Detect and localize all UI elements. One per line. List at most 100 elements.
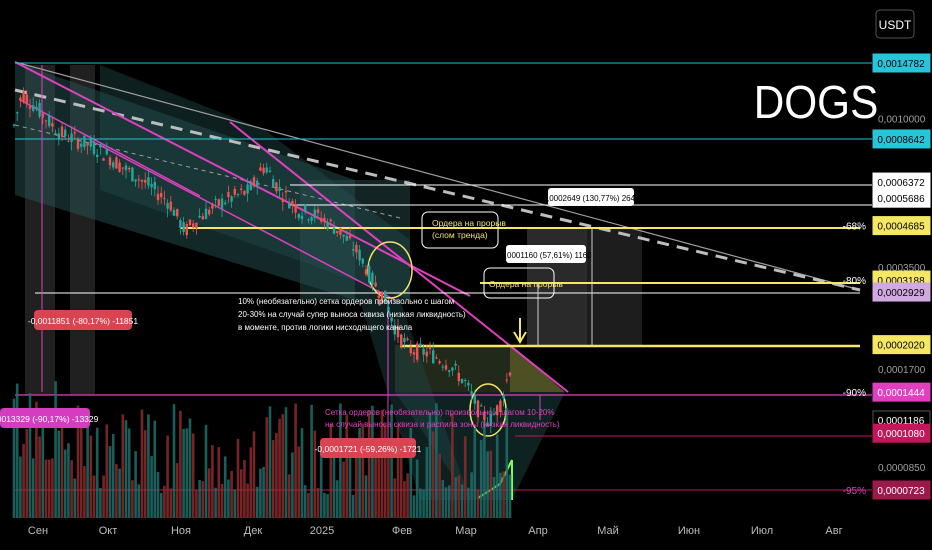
- volume-bar: [339, 403, 342, 518]
- volume-bar: [415, 459, 419, 518]
- candle: [96, 148, 99, 164]
- candle: [89, 134, 92, 151]
- volume-bar: [185, 428, 189, 518]
- volume-bar: [345, 414, 349, 518]
- candle: [492, 408, 496, 416]
- candle: [19, 95, 22, 108]
- volume-bar: [12, 398, 16, 518]
- candle: [147, 169, 150, 190]
- x-tick-label: Май: [597, 525, 619, 537]
- volume-bar: [111, 433, 115, 518]
- volume-bar: [505, 407, 509, 518]
- candle: [505, 373, 508, 384]
- candle: [102, 157, 105, 161]
- volume-bar: [470, 472, 473, 518]
- volume-bar: [460, 484, 464, 518]
- volume-bar: [265, 417, 269, 518]
- candle: [480, 403, 483, 407]
- candle: [470, 383, 473, 401]
- volume-bar: [307, 493, 310, 518]
- candle: [144, 172, 147, 189]
- volume-bar: [204, 424, 208, 518]
- candle: [300, 211, 304, 224]
- volume-bar: [300, 428, 304, 518]
- candle: [201, 212, 204, 220]
- volume-bar: [294, 403, 297, 518]
- price-levels: 0,00147820,00086420,00063720,00056860,00…: [843, 53, 931, 500]
- volume-bar: [463, 436, 467, 518]
- candle: [435, 354, 438, 360]
- annotation-breakout-1: Ордера на прорыв (слом тренда): [421, 211, 506, 249]
- candle: [182, 216, 185, 236]
- candle: [454, 360, 457, 370]
- candle: [121, 167, 124, 176]
- volume-bar: [467, 487, 470, 518]
- volume-bar: [291, 452, 294, 518]
- x-tick-label: Сен: [28, 525, 48, 537]
- candle: [336, 230, 339, 237]
- candle: [246, 178, 249, 202]
- volume-bar: [217, 447, 221, 518]
- x-tick-label: Авг: [825, 525, 842, 537]
- svg-text:0,0002649 (130,77%) 2649: 0,0002649 (130,77%) 2649: [543, 194, 641, 203]
- candle: [140, 178, 144, 190]
- volume-bar: [15, 383, 19, 518]
- candle: [227, 185, 230, 204]
- candle: [384, 290, 387, 303]
- volume-bar: [473, 427, 477, 518]
- svg-text:-0,0011851 (-80,17%) -11851: -0,0011851 (-80,17%) -11851: [28, 316, 139, 326]
- x-tick-label: Ноя: [171, 525, 191, 537]
- candle: [185, 221, 188, 239]
- volume-bar: [287, 474, 291, 518]
- candle: [496, 404, 499, 423]
- candle: [192, 220, 195, 232]
- candle: [128, 165, 131, 173]
- volume-bar: [140, 409, 144, 518]
- candle: [195, 222, 198, 235]
- volume-bar: [313, 430, 317, 518]
- volume-bar: [227, 479, 230, 518]
- candle: [361, 257, 364, 268]
- candle: [467, 379, 470, 392]
- candle: [406, 336, 409, 342]
- volume-bar: [131, 480, 134, 518]
- candle: [60, 122, 64, 142]
- volume-bar: [281, 414, 285, 518]
- candle: [230, 195, 233, 208]
- volume-bar: [268, 406, 272, 518]
- candle: [352, 241, 355, 257]
- candle: [291, 198, 294, 214]
- candle: [70, 126, 73, 151]
- candle: [489, 406, 492, 434]
- currency-button[interactable]: [875, 9, 915, 39]
- candle: [368, 260, 371, 285]
- volume-bar: [25, 429, 29, 518]
- candle: [380, 291, 384, 305]
- volume-bar: [444, 487, 448, 518]
- candle: [451, 366, 454, 376]
- candle: [499, 398, 502, 418]
- x-tick-label: Фев: [392, 525, 412, 537]
- volume-bar: [361, 423, 365, 518]
- volume-bar: [275, 432, 278, 518]
- level-percent-label: -68%: [843, 222, 866, 233]
- volume-bar: [19, 456, 22, 518]
- volume-bar: [351, 494, 355, 518]
- volume-bar: [255, 486, 259, 518]
- annotation-measure-1: 0,0002649 (130,77%) 2649: [543, 188, 641, 206]
- candle: [80, 137, 83, 154]
- volume-bar: [92, 475, 96, 518]
- candle: [35, 101, 38, 112]
- candle: [486, 417, 489, 427]
- candle: [73, 125, 76, 139]
- candle: [217, 198, 220, 208]
- candle: [310, 216, 313, 225]
- annotation-drop-3: -0,0001721 (-59,26%) -1721: [315, 438, 422, 458]
- volume-bar: [246, 483, 249, 518]
- candle: [54, 129, 57, 136]
- svg-text:0,0006372: 0,0006372: [877, 178, 925, 189]
- volume-bar: [76, 405, 80, 518]
- candle: [416, 340, 419, 363]
- volume-bar: [22, 443, 25, 518]
